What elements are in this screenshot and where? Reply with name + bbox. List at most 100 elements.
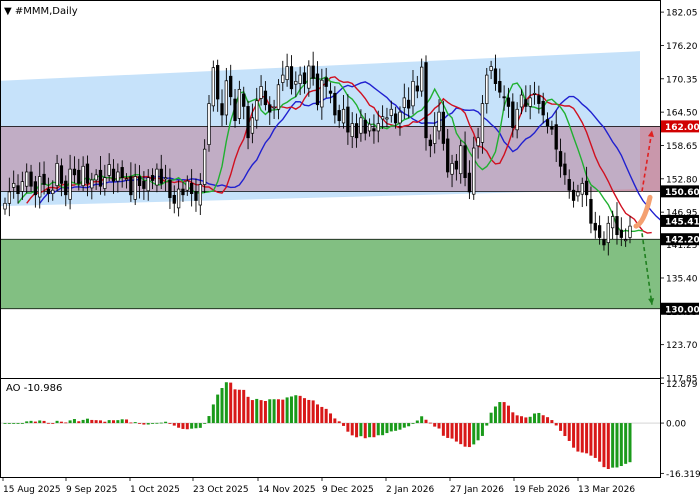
candle-bearish (73, 169, 76, 175)
ao-bar-down (598, 423, 601, 462)
ao-bar-down (550, 420, 553, 423)
candle-bullish (360, 118, 363, 133)
candle-bullish (186, 181, 189, 190)
ao-bar-down (142, 423, 145, 425)
candle-bearish (47, 189, 50, 194)
ao-bar-up (529, 417, 532, 423)
ao-bar-down (229, 383, 232, 423)
candle-bullish (117, 172, 120, 181)
candle-bullish (611, 216, 614, 227)
ao-bar-down (442, 423, 445, 436)
ao-bar-down (103, 422, 106, 423)
ao-bar-up (485, 423, 488, 425)
ao-bar-down (464, 423, 467, 447)
ao-bar-down (34, 422, 37, 423)
candle-bullish (308, 66, 311, 88)
ao-bar-up (294, 395, 297, 423)
ao-bar-up (255, 399, 258, 423)
y-tick-label: 170.35 (666, 75, 698, 85)
ao-bar-down (238, 390, 241, 423)
candle-bullish (299, 75, 302, 84)
candle-bullish (69, 169, 72, 199)
candle-bearish (334, 93, 337, 115)
ao-bar-down (372, 423, 375, 437)
candle-bearish (195, 191, 198, 200)
ao-bar-down (546, 417, 549, 423)
ao-bar-up (368, 423, 371, 437)
ao-bar-up (155, 423, 158, 424)
candle-bearish (446, 139, 449, 172)
candle-bearish (99, 170, 102, 186)
candle-bearish (603, 240, 606, 245)
ao-bar-down (112, 420, 115, 423)
ao-bar-down (594, 423, 597, 458)
ao-bar-down (181, 423, 184, 429)
x-tick-label: 9 Dec 2025 (322, 485, 374, 495)
candle-bearish (325, 78, 328, 87)
ao-bar-down (433, 423, 436, 427)
ao-bar-up (403, 423, 406, 428)
ao-bar-down (307, 400, 310, 423)
ao-bar-down (99, 420, 102, 423)
ao-y-tick-label: 0.00 (666, 420, 686, 430)
ao-bar-down (333, 418, 336, 423)
ao-bar-down (568, 423, 571, 441)
candle-bullish (459, 146, 462, 174)
ao-bar-up (377, 423, 380, 435)
candle-bearish (590, 199, 593, 223)
ao-bar-up (212, 404, 215, 423)
x-tick-label: 13 Mar 2026 (578, 485, 635, 495)
candle-bearish (564, 164, 567, 175)
ao-bar-down (316, 404, 319, 423)
candle-bullish (134, 177, 137, 200)
candle-bearish (312, 66, 315, 79)
ao-bar-up (390, 423, 393, 431)
candle-bearish (43, 174, 46, 184)
candle-bullish (294, 81, 297, 84)
candle-bearish (234, 99, 237, 121)
y-tick-label: 152.80 (666, 175, 698, 185)
ao-bar-down (329, 413, 332, 423)
ao-bar-up (624, 423, 627, 464)
candle-bearish (616, 216, 619, 234)
ao-bar-up (273, 399, 276, 423)
ao-bar-down (264, 401, 267, 423)
candle-bearish (151, 175, 154, 180)
ao-bar-down (77, 421, 80, 423)
ao-bar-down (60, 422, 63, 423)
ao-bar-down (581, 423, 584, 452)
candle-bullish (368, 124, 371, 131)
ao-bar-up (69, 420, 72, 423)
ao-bar-up (494, 406, 497, 423)
ao-bar-up (190, 423, 193, 429)
candle-bearish (290, 67, 293, 89)
candle-bearish (429, 140, 432, 146)
ao-bar-up (108, 420, 111, 423)
x-tick-label: 9 Sep 2025 (66, 485, 117, 495)
candle-bearish (242, 94, 245, 107)
ao-bar-down (129, 422, 132, 423)
candle-bullish (21, 182, 24, 192)
candle-bullish (177, 189, 180, 208)
candle-bullish (577, 192, 580, 196)
candle-bearish (598, 226, 601, 238)
ao-bar-up (134, 422, 137, 423)
ao-bar-up (615, 423, 618, 467)
candle-bearish (329, 91, 332, 93)
candle-bullish (25, 172, 28, 186)
ao-bar-down (342, 423, 345, 426)
ao-bar-down (47, 423, 50, 424)
candle-bearish (568, 179, 571, 190)
candle-bearish (77, 170, 80, 183)
candle-bearish (138, 177, 141, 186)
ao-bar-down (364, 423, 367, 438)
x-tick-label: 15 Aug 2025 (3, 485, 61, 495)
ao-bar-down (503, 402, 506, 423)
ao-bar-down (563, 423, 566, 436)
ao-bar-down (247, 397, 250, 423)
ao-bar-down (355, 423, 358, 437)
x-tick-label: 27 Jan 2026 (450, 485, 504, 495)
ao-bar-up (490, 413, 493, 423)
candle-bearish (355, 124, 358, 138)
candle-bullish (255, 101, 258, 120)
